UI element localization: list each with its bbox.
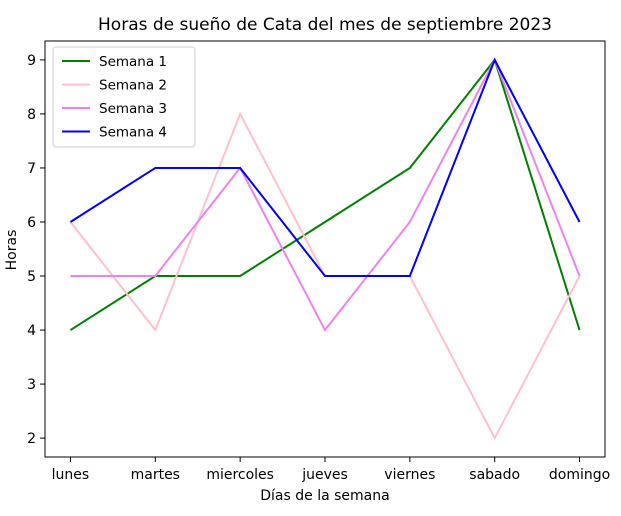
legend: Semana 1 Semana 2 Semana 3 Semana 4 bbox=[52, 46, 196, 148]
x-tick-label: sabado bbox=[469, 467, 520, 483]
x-tick-label: miercoles bbox=[206, 467, 274, 483]
legend-box bbox=[52, 46, 196, 148]
legend-label: Semana 3 bbox=[99, 101, 167, 117]
x-tick-label: domingo bbox=[549, 467, 610, 483]
axes: lunes martes miercoles jueves viernes sabado d… bbox=[27, 40, 610, 483]
x-tick-label: jueves bbox=[301, 467, 348, 483]
y-tick-label: 8 bbox=[27, 107, 36, 123]
y-tick-label: 9 bbox=[27, 53, 36, 69]
legend-label: Semana 4 bbox=[99, 125, 167, 141]
y-tick-label: 5 bbox=[27, 269, 36, 285]
y-tick-label: 2 bbox=[27, 431, 36, 447]
chart-title: Horas de sueño de Cata del mes de septie… bbox=[98, 15, 552, 35]
y-tick-label: 6 bbox=[27, 215, 36, 231]
x-tick-label: lunes bbox=[52, 467, 90, 483]
series-line-4 bbox=[69, 57, 581, 278]
x-tick-label: martes bbox=[131, 467, 180, 483]
x-axis-label: Días de la semana bbox=[260, 488, 389, 504]
series-lines bbox=[69, 57, 581, 441]
y-tick-label: 7 bbox=[27, 161, 36, 177]
legend-label: Semana 2 bbox=[99, 78, 167, 94]
x-tick-label: viernes bbox=[384, 467, 435, 483]
y-tick-label: 4 bbox=[27, 323, 36, 339]
y-tick-label: 3 bbox=[27, 377, 36, 393]
legend-label: Semana 1 bbox=[99, 54, 167, 70]
y-axis-label: Horas bbox=[4, 230, 20, 271]
